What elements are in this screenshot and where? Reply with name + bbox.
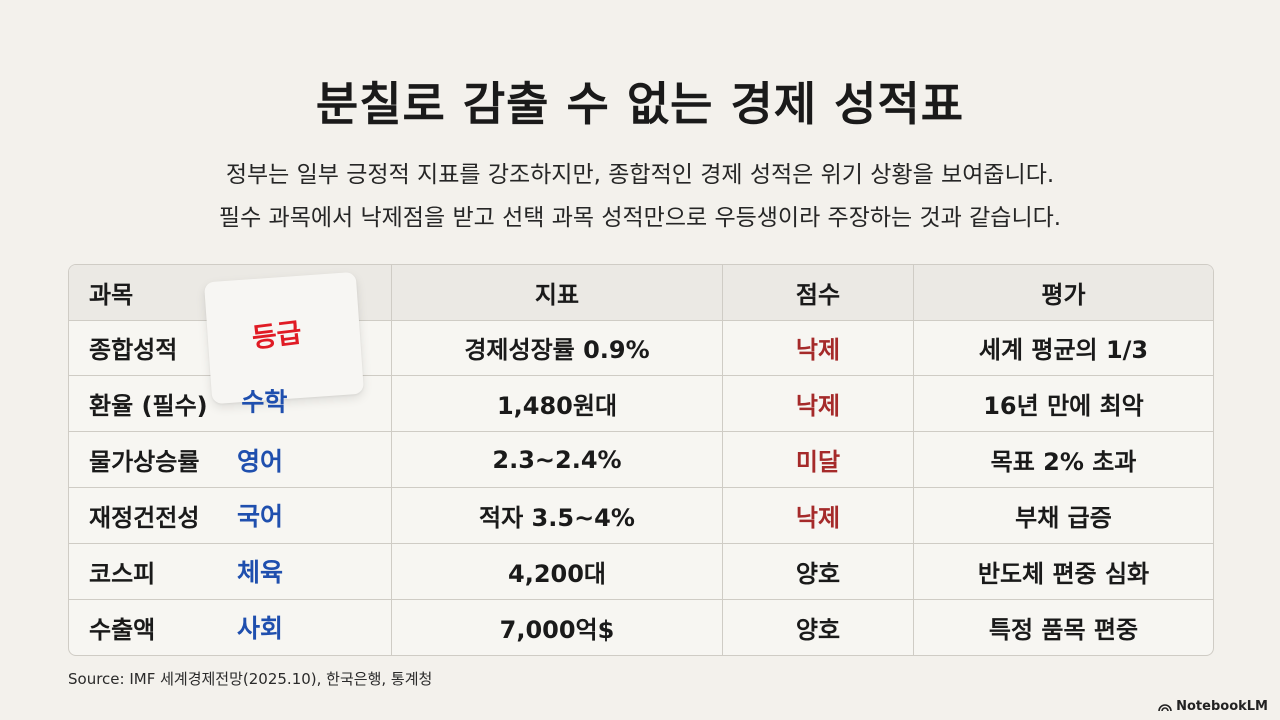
indicator-cell: 경제성장률 0.9% — [391, 320, 723, 377]
subject-alias: 영어 — [237, 446, 284, 476]
subject-alias: 사회 — [237, 614, 284, 644]
table-row: 수출액 사회 7,000억$ 양호 특정 품목 편중 — [69, 599, 1213, 655]
subtitle-line-2: 필수 과목에서 낙제점을 받고 선택 과목 성적만으로 우등생이라 주장하는 것… — [218, 205, 1062, 231]
table-row: 물가상승률 영어 2.3~2.4% 미달 목표 2% 초과 — [69, 431, 1213, 488]
evaluation-cell: 반도체 편중 심화 — [913, 543, 1213, 600]
evaluation-cell: 16년 만에 최악 — [913, 375, 1213, 433]
subject-cell: 재정건전성 — [89, 503, 200, 532]
table-row: 환율 (필수) 1,480원대 낙제 16년 만에 최악 — [69, 375, 1213, 433]
source-note: Source: IMF 세계경제전망(2025.10), 한국은행, 통계청 — [68, 670, 433, 688]
score-cell: 양호 — [722, 543, 914, 600]
subject-cell: 종합성적 — [89, 336, 178, 365]
table-row: 재정건전성 국어 적자 3.5~4% 낙제 부채 급증 — [69, 487, 1213, 544]
page-title: 분칠로 감출 수 없는 경제 성적표 — [315, 77, 965, 131]
evaluation-cell: 목표 2% 초과 — [913, 431, 1213, 488]
subject-cell: 수출액 — [89, 615, 156, 644]
notebooklm-icon — [1158, 703, 1172, 711]
evaluation-cell: 특정 품목 편중 — [988, 615, 1139, 644]
indicator-cell: 7,000억$ — [391, 599, 723, 655]
sticky-note-label: 등급 — [250, 317, 304, 355]
header-evaluation: 평가 — [913, 265, 1213, 321]
score-cell: 양호 — [722, 599, 914, 655]
evaluation-cell: 부채 급증 — [913, 487, 1213, 544]
subject-cell: 물가상승률 — [89, 448, 200, 477]
brand-name: NotebookLM — [1176, 699, 1268, 714]
header-score: 점수 — [722, 265, 914, 321]
evaluation-cell: 세계 평균의 1/3 — [913, 320, 1213, 377]
sticky-note-alias: 수학 — [241, 387, 288, 417]
subject-cell: 환율 (필수) — [89, 392, 208, 421]
score-cell: 낙제 — [722, 375, 914, 433]
subject-cell: 코스피 — [89, 559, 156, 588]
indicator-cell: 4,200대 — [391, 543, 723, 600]
subject-alias: 체육 — [237, 558, 284, 588]
indicator-cell: 2.3~2.4% — [391, 431, 723, 488]
brand-logo: NotebookLM — [1158, 699, 1268, 714]
score-cell: 낙제 — [722, 487, 914, 544]
subtitle-line-1: 정부는 일부 긍정적 지표를 강조하지만, 종합적인 경제 성적은 위기 상황을… — [225, 162, 1055, 188]
sticky-note: 등급 수학 — [203, 271, 365, 417]
table-row: 코스피 체육 4,200대 양호 반도체 편중 심화 — [69, 543, 1213, 600]
header-indicator: 지표 — [391, 265, 723, 321]
subject-alias: 국어 — [237, 502, 284, 532]
indicator-cell: 적자 3.5~4% — [391, 487, 723, 544]
score-cell: 미달 — [722, 431, 914, 488]
score-cell: 낙제 — [722, 320, 914, 377]
indicator-cell: 1,480원대 — [391, 375, 723, 433]
